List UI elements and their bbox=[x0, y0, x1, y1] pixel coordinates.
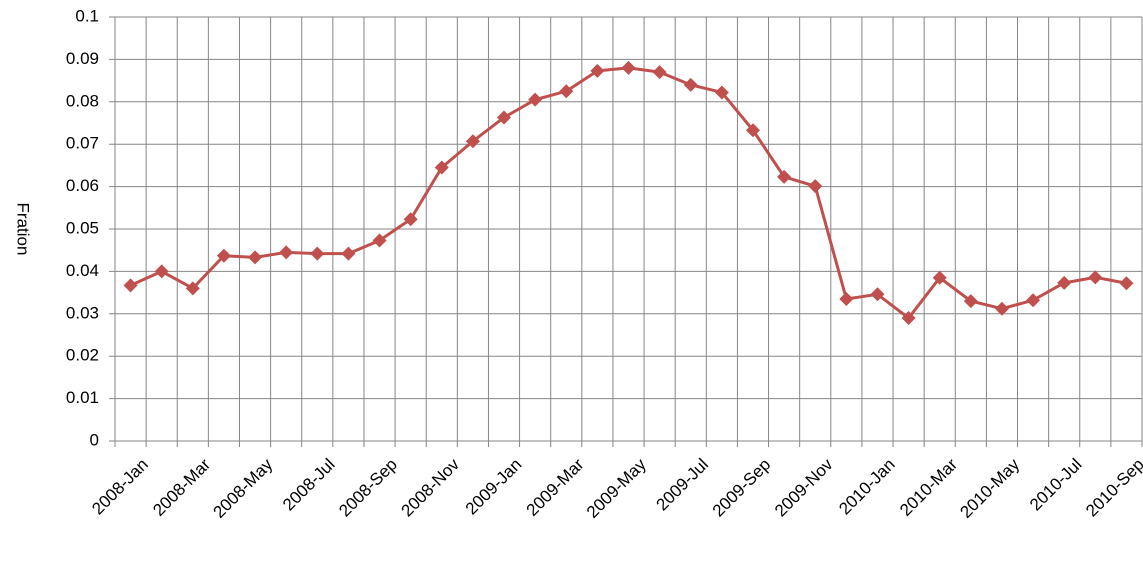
x-tick-label: 2009-Nov bbox=[771, 455, 837, 521]
x-tick-label: 2009-May bbox=[583, 455, 650, 522]
series-line bbox=[129, 66, 1127, 320]
point-marker bbox=[621, 60, 636, 75]
point-marker bbox=[465, 134, 480, 149]
x-tick-label: 2009-Mar bbox=[523, 455, 588, 520]
point-marker bbox=[777, 169, 792, 184]
point-marker bbox=[216, 248, 231, 263]
y-tick-label: 0.05 bbox=[66, 218, 99, 237]
x-tick-label: 2010-May bbox=[956, 455, 1023, 522]
x-tick-label: 2008-Nov bbox=[398, 455, 464, 521]
x-tick-label: 2010-Mar bbox=[896, 455, 961, 520]
point-marker bbox=[994, 301, 1009, 316]
x-tick-label: 2010-Jul bbox=[1026, 455, 1086, 515]
point-marker bbox=[310, 246, 325, 261]
point-marker bbox=[154, 264, 169, 279]
point-marker bbox=[932, 270, 947, 285]
point-marker bbox=[714, 85, 729, 100]
point-marker bbox=[745, 123, 760, 138]
x-tick-label: 2008-Jan bbox=[88, 455, 152, 519]
x-tick-label: 2009-Jan bbox=[462, 455, 526, 519]
point-marker bbox=[434, 160, 449, 175]
point-marker bbox=[185, 281, 200, 296]
point-marker bbox=[403, 212, 418, 227]
y-tick-label: 0.06 bbox=[66, 176, 99, 195]
x-tick-label: 2010-Jan bbox=[835, 455, 899, 519]
point-marker bbox=[652, 65, 667, 80]
y-tick-label: 0.09 bbox=[66, 49, 99, 68]
x-tick-label: 2009-Sep bbox=[709, 455, 775, 521]
point-marker bbox=[590, 63, 605, 78]
x-tick-label: 2008-Sep bbox=[335, 455, 401, 521]
y-tick-label: 0.04 bbox=[66, 261, 99, 280]
point-marker bbox=[372, 233, 387, 248]
point-marker bbox=[1026, 293, 1041, 308]
point-marker bbox=[963, 294, 978, 309]
y-tick-label: 0.1 bbox=[75, 6, 99, 25]
point-marker bbox=[341, 246, 356, 261]
point-marker bbox=[1057, 275, 1072, 290]
point-marker bbox=[870, 287, 885, 302]
x-tick-label: 2009-Jul bbox=[653, 455, 713, 515]
y-tick-label: 0.03 bbox=[66, 303, 99, 322]
y-tick-label: 0.07 bbox=[66, 134, 99, 153]
point-marker bbox=[683, 77, 698, 92]
x-tick-label: 2008-Jul bbox=[279, 455, 339, 515]
point-marker bbox=[1088, 270, 1103, 285]
point-marker bbox=[1119, 276, 1134, 291]
point-marker bbox=[528, 92, 543, 107]
y-tick-label: 0.02 bbox=[66, 346, 99, 365]
point-marker bbox=[559, 84, 574, 99]
point-marker bbox=[279, 245, 294, 260]
point-marker bbox=[901, 311, 916, 326]
y-tick-label: 0.01 bbox=[66, 388, 99, 407]
x-tick-label: 2008-Mar bbox=[149, 455, 214, 520]
y-axis-label: Fration bbox=[14, 203, 33, 256]
point-marker bbox=[248, 250, 263, 265]
y-tick-label: 0 bbox=[90, 430, 99, 449]
point-marker bbox=[808, 179, 823, 194]
x-tick-label: 2008-May bbox=[209, 455, 276, 522]
point-marker bbox=[839, 291, 854, 306]
x-tick-label: 2010-Sep bbox=[1082, 455, 1143, 521]
point-marker bbox=[497, 110, 512, 125]
y-tick-label: 0.08 bbox=[66, 91, 99, 110]
point-marker bbox=[123, 278, 138, 293]
